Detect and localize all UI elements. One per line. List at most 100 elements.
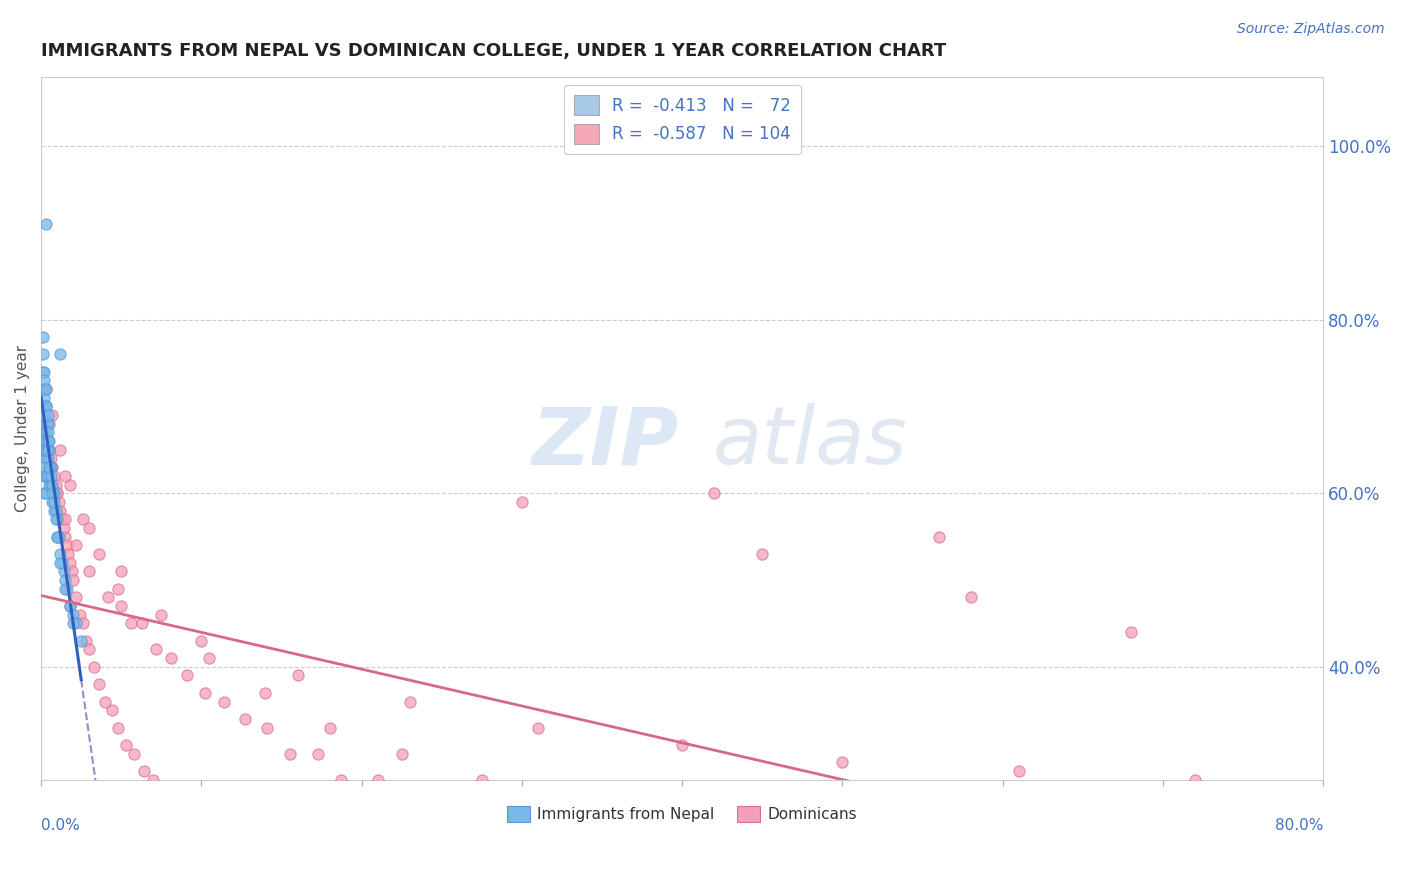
Point [35,442,58,457]
Point [44,477,66,491]
Point [94,694,117,708]
Text: Source: ZipAtlas.com: Source: ZipAtlas.com [1237,22,1385,37]
Point [122,747,145,761]
Point [65,538,87,552]
Point [41,495,63,509]
Point [46,486,69,500]
Point [59,477,82,491]
Point [307,747,329,761]
Point [132,764,155,778]
Point [37,451,59,466]
Point [38,460,60,475]
Point [65,591,87,605]
Point [510,495,533,509]
Point [318,721,340,735]
Point [991,851,1014,865]
Point [235,833,257,847]
Point [42,495,65,509]
Point [167,798,190,813]
Point [751,547,773,561]
Point [58,547,80,561]
Point [65,616,87,631]
Point [41,460,63,475]
Point [34,460,56,475]
Point [59,599,82,613]
Point [77,642,100,657]
Point [107,721,129,735]
Point [190,633,212,648]
Point [41,477,63,491]
Point [39,451,62,466]
Point [145,642,167,657]
Point [48,495,70,509]
Point [1119,859,1142,873]
Point [233,712,256,726]
Point [37,408,59,422]
Point [49,547,72,561]
Point [53,468,76,483]
Text: 80.0%: 80.0% [1275,818,1323,833]
Point [35,451,58,466]
Point [31,442,53,457]
Point [53,573,76,587]
Point [34,408,56,422]
Point [281,851,304,865]
Point [39,477,62,491]
Point [115,738,138,752]
Point [198,651,221,665]
Point [34,417,56,431]
Point [53,530,76,544]
Text: 0.0%: 0.0% [41,818,80,833]
Point [35,434,58,449]
Point [404,886,426,892]
Point [49,347,72,361]
Point [44,512,66,526]
Point [31,400,53,414]
Point [142,772,165,787]
Point [120,616,142,631]
Point [60,564,83,578]
Text: ZIP: ZIP [531,403,679,481]
Point [37,442,59,457]
Point [471,772,494,787]
Point [31,330,53,344]
Point [35,382,58,396]
Point [77,564,100,578]
Point [34,442,56,457]
Point [35,417,58,431]
Point [38,460,60,475]
Point [46,512,69,526]
Point [52,564,75,578]
Text: atlas: atlas [713,403,908,481]
Point [75,633,97,648]
Point [928,530,950,544]
Point [278,747,301,761]
Point [37,434,59,449]
Point [254,686,277,700]
Point [77,521,100,535]
Point [55,582,77,596]
Point [49,556,72,570]
Point [176,668,198,682]
Point [35,400,58,414]
Point [46,530,69,544]
Point [62,607,84,622]
Point [62,573,84,587]
Point [35,468,58,483]
Point [671,738,693,752]
Point [39,460,62,475]
Point [42,503,65,517]
Point [51,556,73,570]
Point [527,721,550,735]
Point [31,347,53,361]
Point [41,408,63,422]
Point [329,772,352,787]
Point [872,842,894,856]
Point [42,468,65,483]
Point [69,607,91,622]
Point [34,373,56,387]
Point [759,833,782,847]
Point [212,694,235,708]
Point [37,417,59,431]
Point [37,468,59,483]
